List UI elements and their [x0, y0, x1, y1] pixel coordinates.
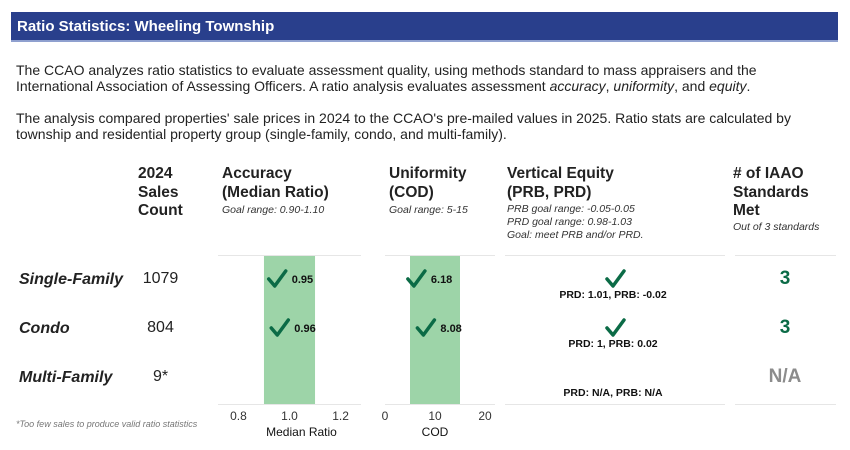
count-single-family: 1079 — [142, 270, 179, 287]
header-sales-count: 2024 Sales Count — [138, 165, 183, 219]
accuracy-check-1 — [269, 318, 291, 337]
uniformity-tick-2: 20 — [478, 409, 492, 423]
uniformity-axis-title: COD — [422, 425, 449, 439]
accuracy-check-0 — [266, 269, 288, 288]
em-accuracy: accuracy — [549, 78, 606, 94]
header-vertical-equity: Vertical Equity (PRB, PRD) — [507, 165, 614, 201]
accuracy-point-label-0: 0.95 — [292, 274, 313, 286]
count-condo: 804 — [147, 319, 174, 336]
equity-check-1 — [605, 318, 626, 337]
equity-single-family: PRD: 1.01, PRB: -0.02 — [559, 289, 667, 301]
equity-multi-family: PRD: N/A, PRB: N/A — [563, 387, 663, 399]
count-multi-family: 9* — [152, 368, 169, 385]
iaao-condo: 3 — [779, 317, 791, 338]
divider — [735, 255, 836, 256]
row-label-single-family: Single-Family — [19, 271, 124, 288]
header-iaao: # of IAAO Standards Met — [733, 165, 809, 219]
accuracy-goal-range: Goal range: 0.90-1.10 — [222, 204, 325, 216]
divider — [385, 255, 495, 256]
accuracy-tick-0: 0.8 — [230, 409, 247, 423]
em-equity: equity — [709, 78, 747, 94]
iaao-sub: Out of 3 standards — [733, 221, 820, 233]
divider — [505, 404, 725, 405]
row-label-multi-family: Multi-Family — [19, 369, 113, 386]
uniformity-tick-0: 0 — [382, 409, 389, 423]
accuracy-point-label-1: 0.96 — [294, 323, 315, 335]
title-bar: Ratio Statistics: Wheeling Township — [11, 12, 838, 42]
row-label-condo: Condo — [19, 320, 70, 337]
footnote: *Too few sales to produce valid ratio st… — [16, 419, 198, 429]
em-uniformity: uniformity — [613, 78, 675, 94]
uniformity-check-1 — [415, 318, 437, 337]
page-title: Ratio Statistics: Wheeling Township — [17, 18, 275, 35]
divider — [218, 404, 361, 405]
equity-check-0 — [605, 269, 626, 288]
analysis-paragraph: The analysis compared properties' sale p… — [16, 110, 791, 142]
divider — [218, 255, 361, 256]
divider — [505, 255, 725, 256]
header-accuracy: Accuracy (Median Ratio) — [222, 165, 329, 201]
equity-condo: PRD: 1, PRB: 0.02 — [568, 338, 658, 350]
iaao-single-family: 3 — [779, 268, 791, 289]
divider — [735, 404, 836, 405]
accuracy-tick-1: 1.0 — [281, 409, 298, 423]
uniformity-check-0 — [406, 269, 427, 288]
intro-paragraph: The CCAO analyzes ratio statistics to ev… — [16, 62, 757, 94]
uniformity-goal-range: Goal range: 5-15 — [389, 204, 468, 216]
uniformity-tick-1: 10 — [428, 409, 442, 423]
uniformity-point-label-0: 6.18 — [431, 274, 452, 286]
iaao-multi-family: N/A — [768, 366, 802, 387]
equity-goal-notes: PRB goal range: -0.05-0.05 PRD goal rang… — [507, 203, 644, 241]
header-uniformity: Uniformity (COD) — [389, 165, 467, 201]
divider — [385, 404, 495, 405]
accuracy-tick-2: 1.2 — [332, 409, 349, 423]
accuracy-axis-title: Median Ratio — [266, 425, 337, 439]
uniformity-point-label-1: 8.08 — [440, 323, 461, 335]
